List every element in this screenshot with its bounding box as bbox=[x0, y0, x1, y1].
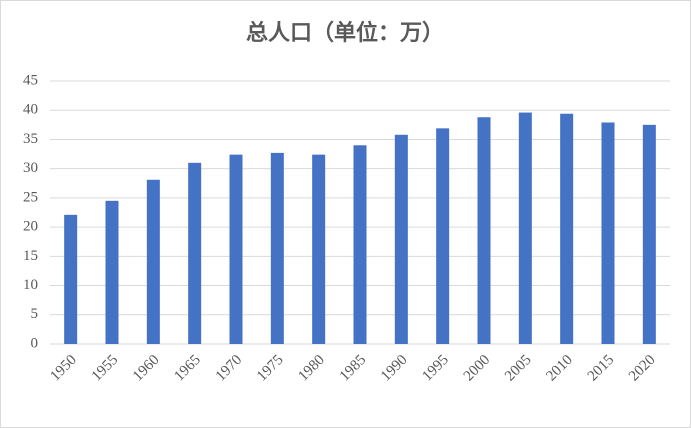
bar bbox=[146, 179, 160, 344]
bar bbox=[188, 162, 202, 344]
bar bbox=[105, 200, 119, 344]
bar bbox=[518, 112, 532, 344]
bar bbox=[312, 154, 326, 344]
bar bbox=[64, 214, 78, 344]
y-tick-label: 30 bbox=[23, 160, 38, 176]
bar bbox=[601, 122, 615, 345]
y-tick-label: 20 bbox=[23, 219, 38, 235]
y-tick-label: 10 bbox=[23, 277, 38, 293]
y-tick-label: 5 bbox=[31, 306, 39, 322]
bar bbox=[270, 152, 284, 344]
bar bbox=[353, 145, 367, 344]
chart-title: 总人口（单位：万） bbox=[246, 20, 444, 45]
bar bbox=[229, 154, 243, 344]
y-tick-label: 25 bbox=[23, 189, 38, 205]
bar bbox=[477, 117, 491, 344]
y-tick-label: 35 bbox=[23, 131, 38, 147]
y-tick-label: 15 bbox=[23, 248, 38, 264]
bar bbox=[642, 124, 656, 344]
bar bbox=[394, 134, 408, 344]
y-tick-label: 45 bbox=[23, 72, 38, 88]
bar bbox=[560, 113, 574, 345]
y-tick-label: 40 bbox=[23, 102, 38, 118]
y-tick-label: 0 bbox=[31, 335, 39, 351]
bar bbox=[436, 128, 450, 344]
